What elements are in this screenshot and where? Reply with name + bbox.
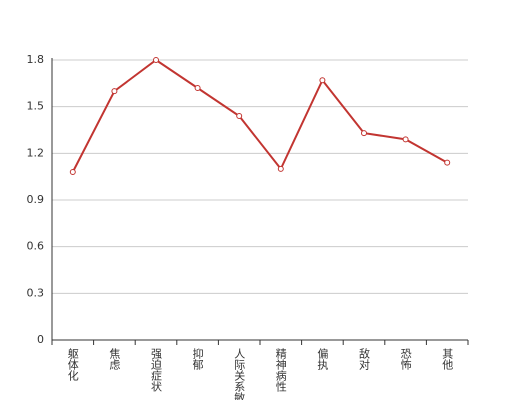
x-tick-label: 焦虑 (108, 348, 121, 370)
x-tick-label: 偏执 (316, 347, 329, 371)
x-tick-label: 人际关系敏感 (233, 348, 246, 400)
point (194, 85, 201, 91)
y-tick-label: 1.2 (27, 146, 45, 159)
x-tick-label: 强迫症状 (150, 348, 163, 392)
y-tick-label: 0 (37, 333, 44, 346)
point (69, 169, 76, 175)
y-tick-label: 1.5 (27, 100, 45, 113)
y-tick-label: 0.6 (27, 240, 45, 253)
y-tick-label: 0.3 (27, 286, 45, 299)
point (361, 130, 367, 137)
x-tick-label: 抑郁 (191, 347, 204, 370)
point (153, 57, 159, 63)
line (71, 58, 448, 173)
x-tick-label: 其他 (441, 348, 454, 370)
point (319, 77, 326, 84)
point (444, 159, 451, 166)
point (111, 88, 118, 95)
point (277, 165, 284, 172)
x-tick-label: 恐怖 (399, 348, 412, 370)
x-tick-label: 精神病性 (274, 348, 287, 393)
x-tick-label: 敌对 (358, 347, 371, 370)
point (402, 136, 409, 143)
y-tick-label: 1.8 (27, 53, 45, 66)
point (236, 113, 243, 119)
x-tick-label: 躯体化 (66, 348, 79, 382)
y-tick-label: 0.9 (27, 193, 45, 206)
